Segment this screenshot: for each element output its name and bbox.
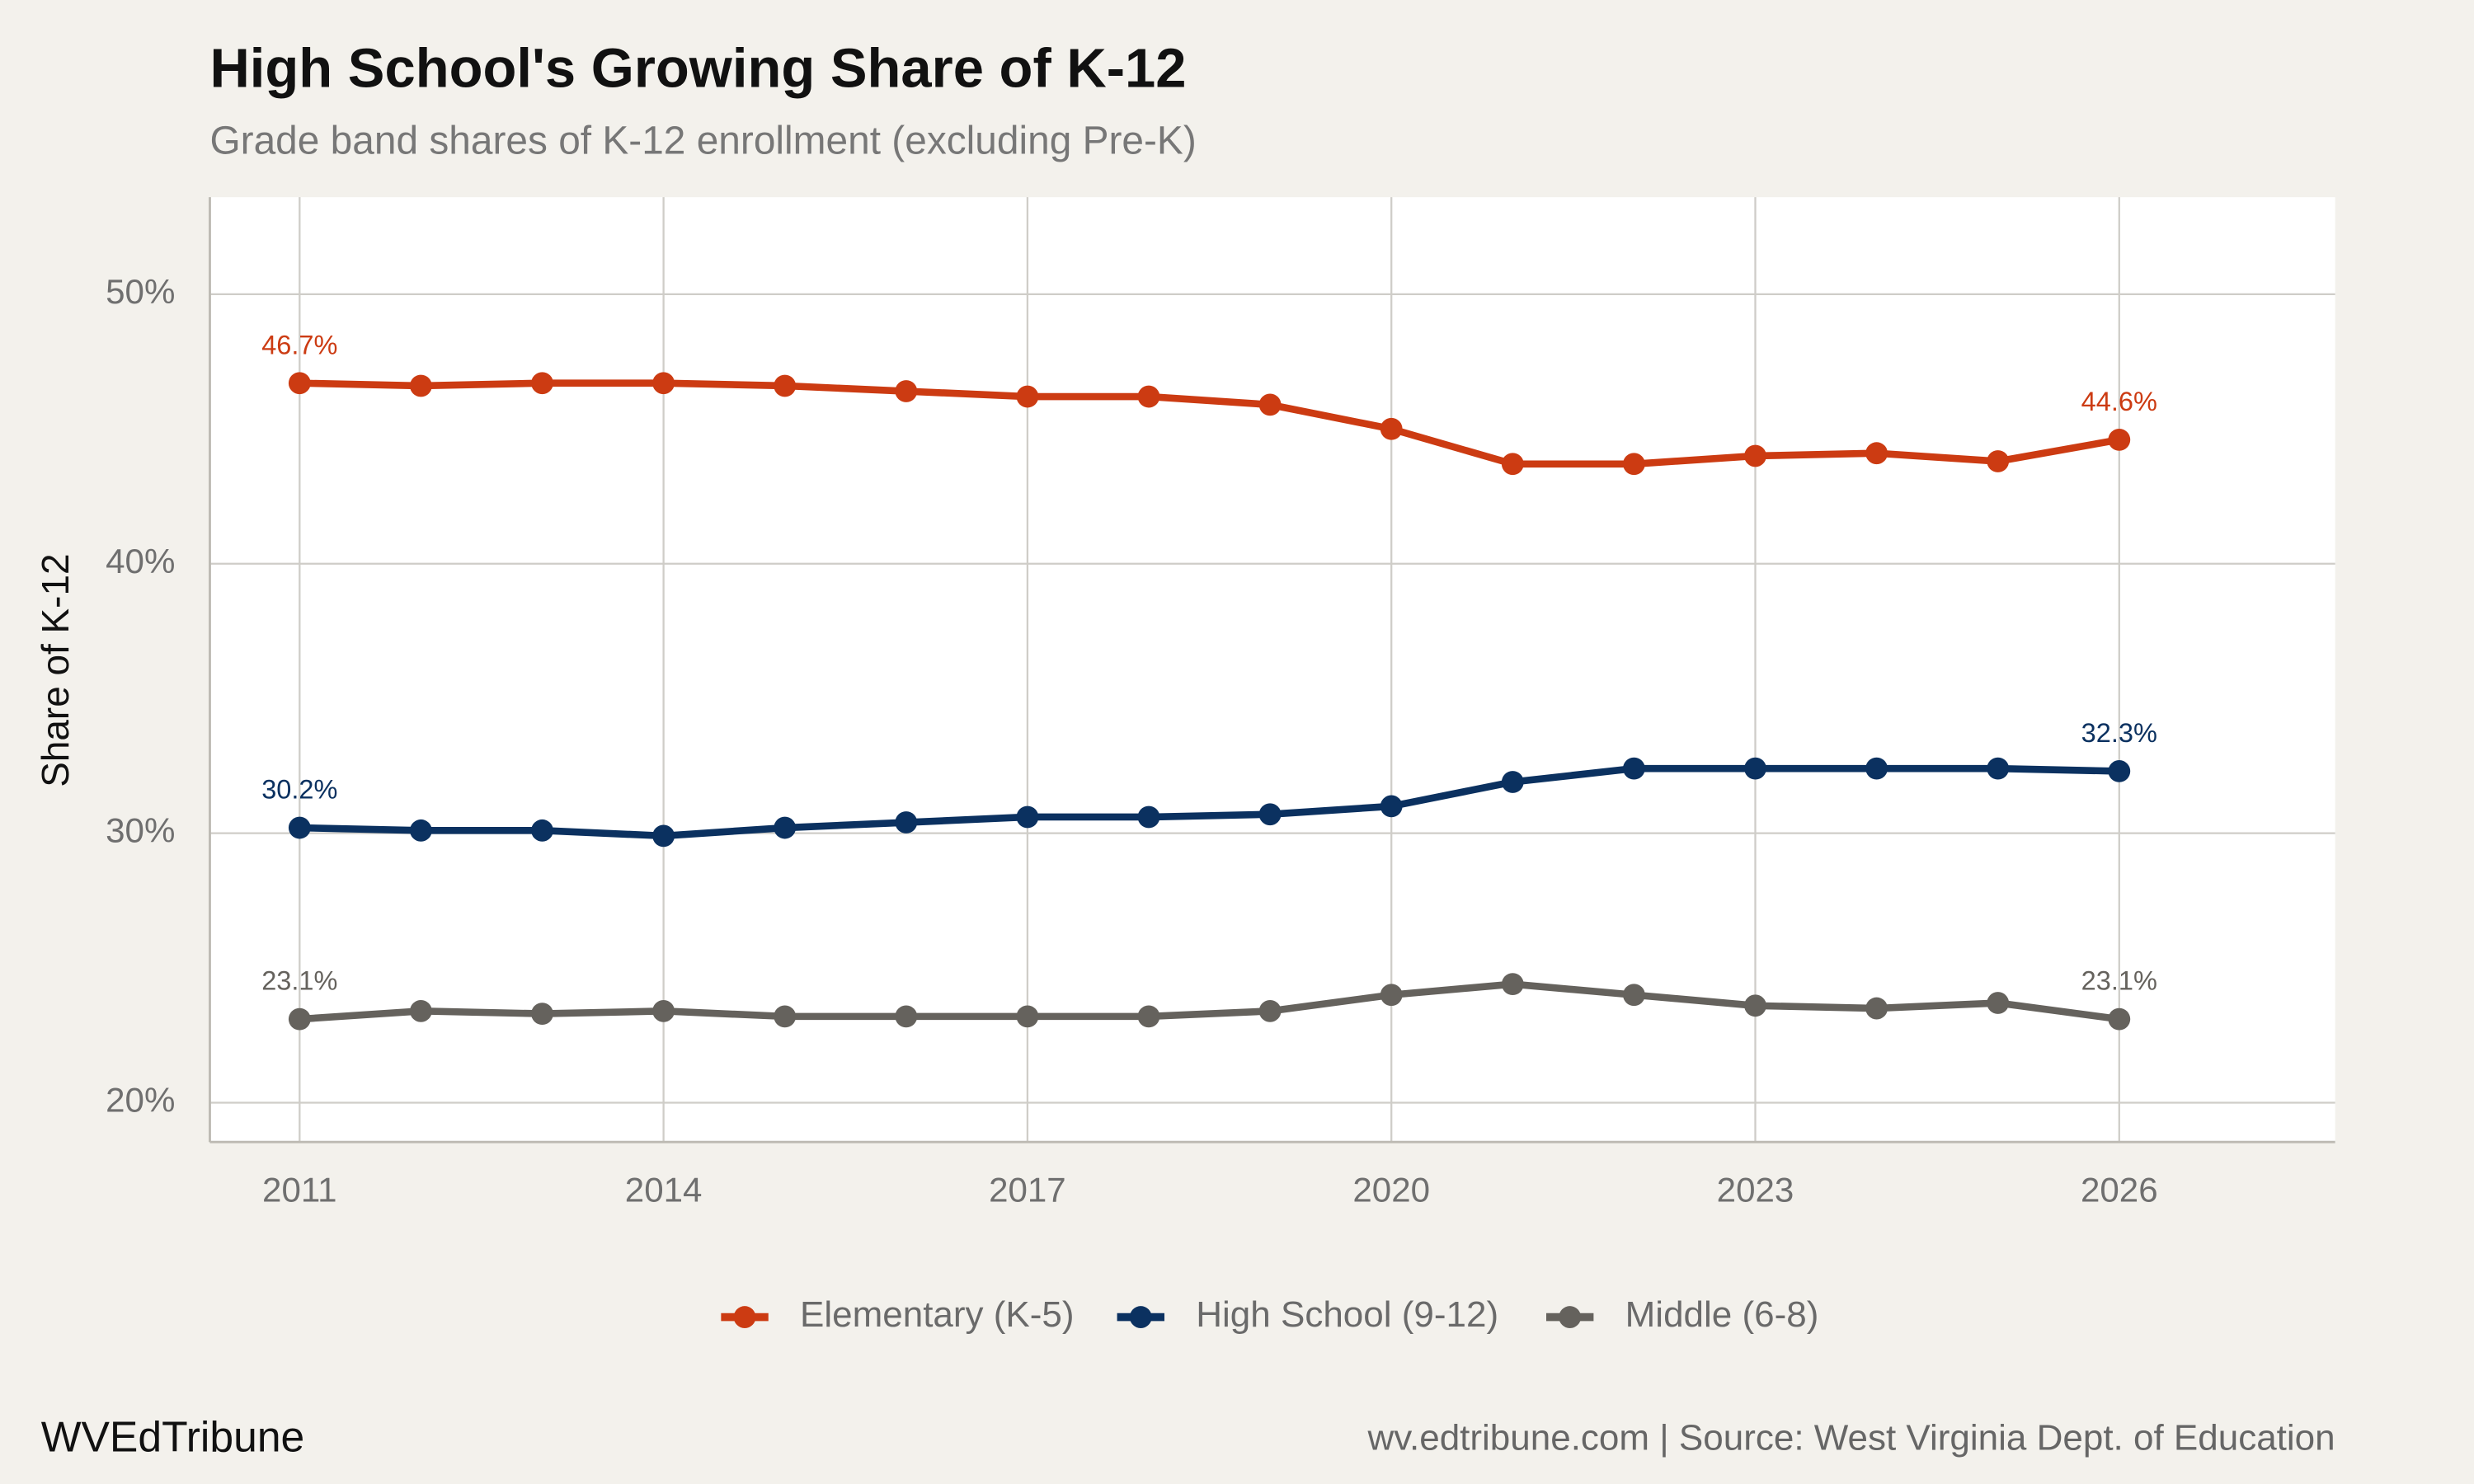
series-line bbox=[299, 980, 2120, 1023]
data-point bbox=[1137, 385, 1160, 408]
data-point bbox=[1016, 385, 1039, 408]
x-tick-label: 2026 bbox=[2081, 1171, 2158, 1209]
data-point bbox=[1258, 393, 1282, 416]
data-point bbox=[1501, 453, 1524, 476]
x-tick-label: 2023 bbox=[1717, 1171, 1794, 1209]
data-point bbox=[1744, 994, 1766, 1017]
data-point bbox=[2108, 760, 2131, 782]
data-point bbox=[652, 372, 675, 395]
value-label: 23.1% bbox=[261, 966, 337, 996]
data-point bbox=[1258, 803, 1282, 826]
data-point bbox=[652, 824, 675, 848]
y-tick-label: 40% bbox=[106, 542, 175, 580]
x-tick-label: 2014 bbox=[625, 1171, 703, 1209]
data-point bbox=[1623, 757, 1645, 780]
legend-label: Elementary (K-5) bbox=[800, 1294, 1075, 1335]
data-point bbox=[1865, 757, 1888, 780]
data-point bbox=[1016, 1005, 1039, 1028]
data-point bbox=[774, 816, 797, 839]
value-label: 23.1% bbox=[2081, 966, 2157, 996]
data-point bbox=[288, 1007, 311, 1031]
data-point bbox=[774, 374, 797, 397]
data-point bbox=[531, 372, 553, 395]
chart-title: High School's Growing Share of K-12 bbox=[209, 38, 1186, 100]
data-point bbox=[1380, 984, 1403, 1007]
data-point bbox=[1744, 757, 1766, 780]
data-point bbox=[1987, 450, 2010, 472]
marks: 46.7% 44.6% 30.2% 32.3% 23.1% 23.1% Elementary… bbox=[261, 330, 2157, 1335]
data-point bbox=[895, 1005, 918, 1028]
x-tick-label: 2017 bbox=[989, 1171, 1066, 1209]
plot-panel bbox=[209, 197, 2335, 1143]
data-point bbox=[2108, 428, 2131, 451]
value-label: 46.7% bbox=[261, 330, 337, 359]
data-point bbox=[1865, 997, 1888, 1020]
data-point bbox=[531, 1003, 553, 1026]
data-point bbox=[895, 811, 918, 834]
data-point bbox=[2108, 1007, 2131, 1031]
data-point bbox=[1380, 795, 1403, 818]
data-point bbox=[652, 999, 675, 1022]
value-label: 30.2% bbox=[261, 775, 337, 805]
legend-label: High School (9-12) bbox=[1196, 1294, 1498, 1335]
data-point bbox=[410, 999, 432, 1022]
data-point bbox=[1865, 442, 1888, 465]
data-point bbox=[1623, 453, 1645, 476]
data-point bbox=[288, 372, 311, 395]
data-point bbox=[1137, 1005, 1160, 1028]
brand: WVEdTribune bbox=[41, 1412, 305, 1460]
data-point bbox=[1987, 992, 2010, 1014]
data-point bbox=[1987, 757, 2010, 780]
legend-label: Middle (6-8) bbox=[1625, 1294, 1819, 1335]
y-tick-label: 30% bbox=[106, 811, 175, 850]
data-point bbox=[1744, 444, 1766, 467]
data-point bbox=[410, 374, 432, 397]
legend-swatch-dot bbox=[1559, 1306, 1582, 1328]
data-point bbox=[1501, 973, 1524, 996]
caption: wv.edtribune.com | Source: West Virginia… bbox=[1366, 1417, 2335, 1458]
x-tick-label: 2020 bbox=[1352, 1171, 1430, 1209]
data-point bbox=[1137, 805, 1160, 829]
data-point bbox=[774, 1005, 797, 1028]
data-point bbox=[288, 816, 311, 839]
value-label: 44.6% bbox=[2081, 387, 2157, 416]
y-axis-title: Share of K-12 bbox=[34, 554, 77, 787]
chart-subtitle: Grade band shares of K-12 enrollment (ex… bbox=[209, 120, 1196, 163]
data-point bbox=[1016, 805, 1039, 829]
value-label: 32.3% bbox=[2081, 718, 2157, 748]
legend-swatch-dot bbox=[733, 1306, 756, 1328]
series-line bbox=[299, 379, 2120, 468]
y-tick-label: 50% bbox=[106, 272, 175, 311]
data-point bbox=[895, 380, 918, 402]
data-point bbox=[531, 819, 553, 842]
data-point bbox=[1258, 999, 1282, 1022]
data-point bbox=[1380, 417, 1403, 440]
data-point bbox=[1501, 771, 1524, 793]
y-tick-label: 20% bbox=[106, 1081, 175, 1120]
data-point bbox=[1623, 984, 1645, 1007]
x-tick-label: 2011 bbox=[262, 1171, 336, 1209]
legend-swatch-dot bbox=[1129, 1306, 1152, 1328]
data-point bbox=[410, 819, 432, 842]
series-line bbox=[299, 764, 2119, 840]
